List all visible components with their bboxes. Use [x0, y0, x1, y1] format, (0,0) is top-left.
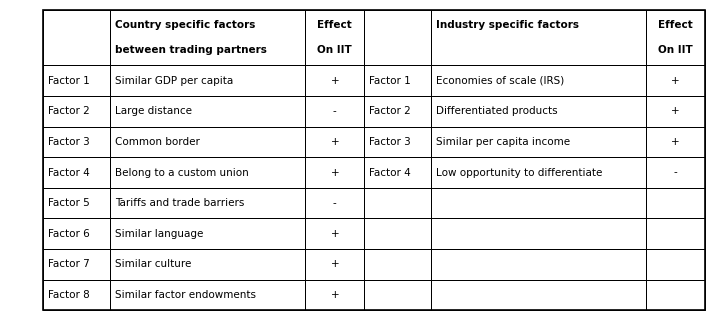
- Text: Factor 5: Factor 5: [48, 198, 90, 208]
- Bar: [43, 65, 110, 96]
- Text: Large distance: Large distance: [115, 106, 192, 116]
- Bar: [110, 280, 306, 310]
- Text: Low opportunity to differentiate: Low opportunity to differentiate: [436, 167, 603, 178]
- Bar: [431, 126, 646, 157]
- Text: Factor 2: Factor 2: [370, 106, 411, 116]
- Text: +: +: [331, 76, 339, 85]
- Bar: [365, 10, 431, 65]
- Text: +: +: [671, 137, 679, 147]
- Text: Factor 4: Factor 4: [48, 167, 90, 178]
- Text: +: +: [331, 167, 339, 178]
- Bar: [646, 280, 705, 310]
- Text: Factor 4: Factor 4: [370, 167, 411, 178]
- Text: On IIT: On IIT: [317, 45, 352, 55]
- Bar: [43, 249, 110, 280]
- Text: between trading partners: between trading partners: [115, 45, 267, 55]
- Bar: [110, 10, 306, 65]
- Text: Factor 3: Factor 3: [370, 137, 411, 147]
- Bar: [306, 96, 365, 126]
- Bar: [306, 219, 365, 249]
- Bar: [365, 188, 431, 219]
- Bar: [306, 126, 365, 157]
- Text: On IIT: On IIT: [658, 45, 692, 55]
- Bar: [431, 249, 646, 280]
- Text: Effect: Effect: [317, 20, 352, 30]
- Bar: [110, 219, 306, 249]
- Bar: [646, 96, 705, 126]
- Bar: [43, 96, 110, 126]
- Bar: [646, 10, 705, 65]
- Bar: [365, 219, 431, 249]
- Bar: [646, 126, 705, 157]
- Text: Effect: Effect: [658, 20, 692, 30]
- Bar: [306, 249, 365, 280]
- Text: Country specific factors: Country specific factors: [115, 20, 255, 30]
- Bar: [43, 280, 110, 310]
- Bar: [365, 96, 431, 126]
- Text: Factor 7: Factor 7: [48, 260, 90, 269]
- Bar: [306, 10, 365, 65]
- Bar: [431, 219, 646, 249]
- Bar: [110, 96, 306, 126]
- Text: Factor 6: Factor 6: [48, 229, 90, 239]
- Text: +: +: [331, 137, 339, 147]
- Bar: [306, 188, 365, 219]
- Text: -: -: [333, 106, 336, 116]
- Bar: [365, 126, 431, 157]
- Bar: [431, 280, 646, 310]
- Bar: [431, 10, 646, 65]
- Bar: [365, 157, 431, 188]
- Bar: [646, 188, 705, 219]
- Bar: [431, 188, 646, 219]
- Bar: [43, 188, 110, 219]
- Text: Differentiated products: Differentiated products: [436, 106, 558, 116]
- Text: Belong to a custom union: Belong to a custom union: [115, 167, 249, 178]
- Text: +: +: [671, 76, 679, 85]
- Bar: [431, 96, 646, 126]
- Text: -: -: [673, 167, 677, 178]
- Bar: [110, 126, 306, 157]
- Bar: [306, 280, 365, 310]
- Bar: [365, 249, 431, 280]
- Bar: [431, 65, 646, 96]
- Bar: [646, 249, 705, 280]
- Text: +: +: [331, 260, 339, 269]
- Text: Industry specific factors: Industry specific factors: [436, 20, 579, 30]
- Bar: [365, 65, 431, 96]
- Bar: [365, 280, 431, 310]
- Bar: [646, 157, 705, 188]
- Text: Tariffs and trade barriers: Tariffs and trade barriers: [115, 198, 244, 208]
- Text: Similar per capita income: Similar per capita income: [436, 137, 570, 147]
- Text: Common border: Common border: [115, 137, 200, 147]
- Text: Similar culture: Similar culture: [115, 260, 191, 269]
- Text: Factor 1: Factor 1: [48, 76, 90, 85]
- Bar: [43, 10, 110, 65]
- Bar: [110, 188, 306, 219]
- Text: Factor 2: Factor 2: [48, 106, 90, 116]
- Text: Factor 8: Factor 8: [48, 290, 90, 300]
- Text: Factor 1: Factor 1: [370, 76, 411, 85]
- Text: Similar factor endowments: Similar factor endowments: [115, 290, 256, 300]
- Bar: [43, 157, 110, 188]
- Bar: [646, 219, 705, 249]
- Bar: [43, 219, 110, 249]
- Text: +: +: [331, 290, 339, 300]
- Bar: [306, 65, 365, 96]
- Text: Economies of scale (IRS): Economies of scale (IRS): [436, 76, 564, 85]
- Bar: [110, 65, 306, 96]
- Bar: [43, 126, 110, 157]
- Text: Factor 3: Factor 3: [48, 137, 90, 147]
- Text: +: +: [331, 229, 339, 239]
- Bar: [110, 157, 306, 188]
- Bar: [110, 249, 306, 280]
- Text: Similar language: Similar language: [115, 229, 203, 239]
- Text: Similar GDP per capita: Similar GDP per capita: [115, 76, 233, 85]
- Bar: [306, 157, 365, 188]
- Text: -: -: [333, 198, 336, 208]
- Bar: [646, 65, 705, 96]
- Text: +: +: [671, 106, 679, 116]
- Bar: [431, 157, 646, 188]
